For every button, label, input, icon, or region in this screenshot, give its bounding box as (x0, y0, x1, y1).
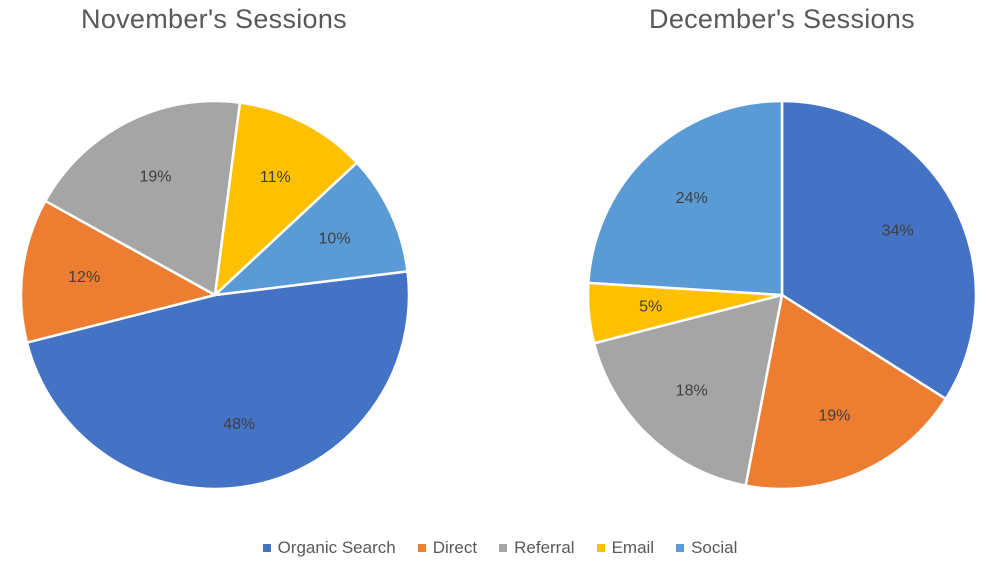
legend-swatch-referral (499, 544, 508, 552)
november-chart-title: November's Sessions (81, 4, 347, 34)
november-slice-email (213, 101, 359, 297)
november-slice-social (213, 161, 409, 297)
november-label-social: 10% (319, 230, 351, 247)
december-slice-referral (592, 293, 784, 487)
december-slice-direct (744, 293, 948, 491)
december-label-organic-search: 34% (882, 223, 914, 240)
legend-label-email: Email (611, 538, 655, 557)
november-label-direct: 12% (68, 269, 100, 286)
legend-swatch-direct (417, 544, 426, 552)
november-slice-referral (44, 99, 242, 297)
november-slice-organic-search (25, 270, 411, 491)
december-slice-social (587, 99, 784, 297)
december-label-social: 24% (676, 190, 708, 207)
legend: Organic Search Direct Referral Email Soc… (0, 538, 1000, 558)
legend-label-direct: Direct (432, 538, 478, 557)
november-label-email: 11% (260, 169, 291, 186)
november-pie: 48% 12% 19% 11% 10% (19, 99, 411, 491)
legend-item-email: Email (596, 538, 655, 558)
december-chart-title: December's Sessions (649, 4, 915, 34)
november-label-referral: 19% (140, 168, 172, 185)
legend-item-direct: Direct (417, 538, 478, 558)
legend-swatch-organic-search (262, 544, 271, 552)
legend-label-referral: Referral (514, 538, 575, 557)
december-label-referral: 18% (676, 382, 708, 399)
november-label-organic-search: 48% (223, 416, 255, 433)
december-label-direct: 19% (818, 407, 850, 424)
legend-swatch-social (676, 544, 685, 552)
december-pie: 34% 19% 18% 5% 24% (586, 99, 978, 491)
november-slice-direct (19, 199, 217, 344)
legend-label-social: Social (691, 538, 738, 557)
legend-swatch-email (596, 544, 605, 552)
legend-item-social: Social (676, 538, 737, 558)
december-label-email: 5% (639, 299, 662, 316)
legend-label-organic-search: Organic Search (277, 538, 396, 557)
legend-item-referral: Referral (499, 538, 575, 558)
legend-item-organic-search: Organic Search (262, 538, 396, 558)
